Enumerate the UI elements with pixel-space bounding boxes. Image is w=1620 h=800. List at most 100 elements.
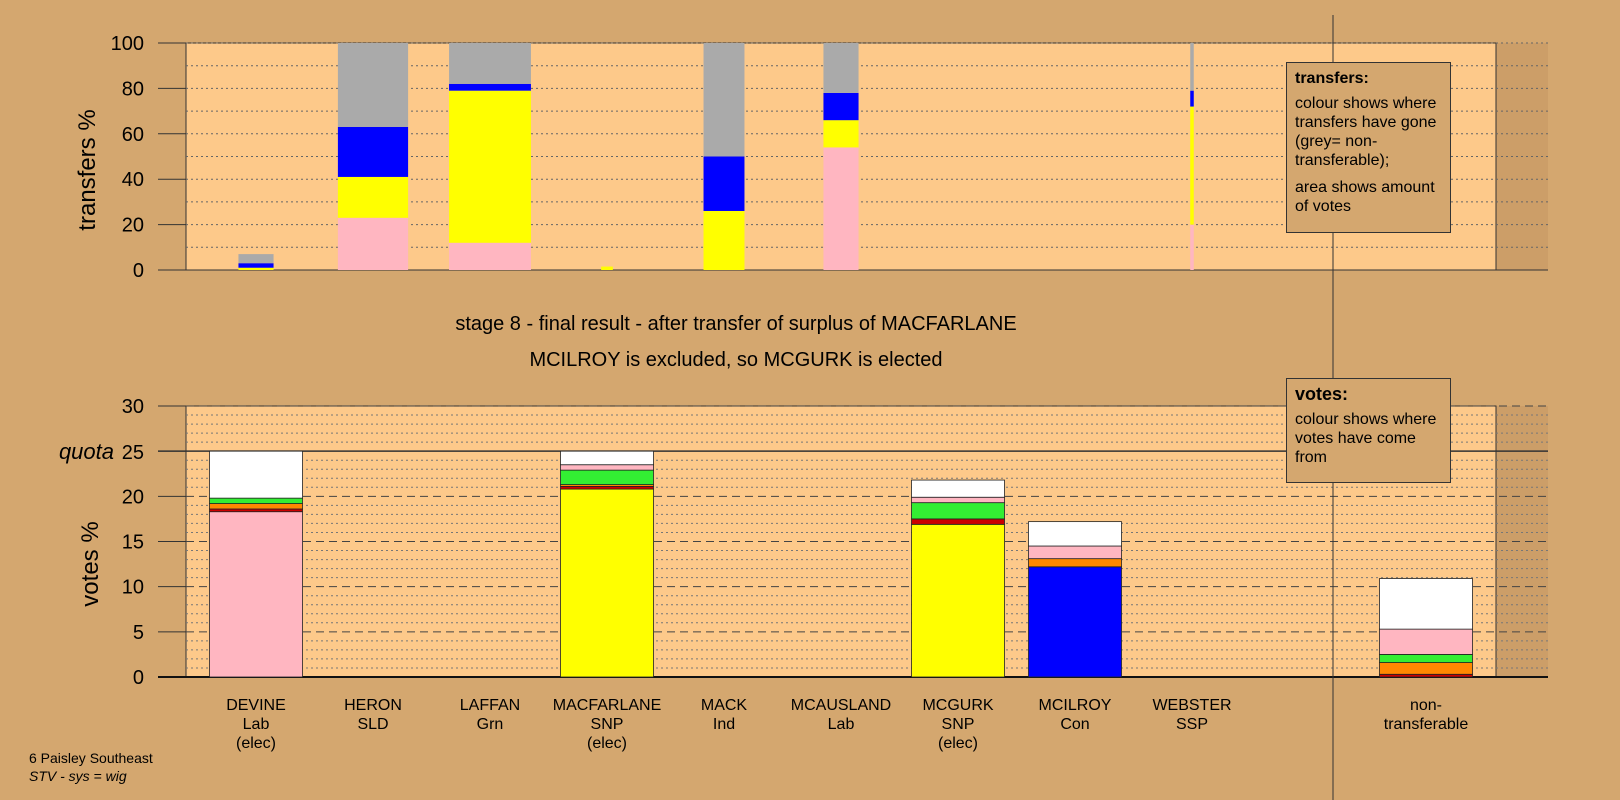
candidate-status: (elec) (938, 735, 978, 752)
transfer-segment (1190, 224, 1194, 270)
transfer-segment (449, 90, 531, 243)
transfers-tick-label: 100 (111, 33, 144, 55)
votes-legend-text: colour shows where votes have come from (1295, 411, 1437, 466)
vote-segment (911, 518, 1005, 525)
vote-segment (1028, 566, 1122, 678)
vote-segment (1379, 578, 1473, 630)
transfers-tick-label: 20 (122, 215, 144, 237)
vote-segment (560, 469, 654, 485)
quota-label: quota (59, 439, 114, 464)
transfers-legend-title: transfers: (1295, 70, 1369, 87)
vote-segment (209, 503, 303, 510)
result-text: MCILROY is excluded, so MCGURK is electe… (529, 349, 942, 371)
candidate-labels: DEVINE Lab (elec) HERON SLD LAFFAN Grn MACFARLA… (226, 697, 1468, 752)
vote-segment (1379, 628, 1473, 655)
vote-segment (209, 497, 303, 504)
transfer-segment (1190, 106, 1194, 225)
nontransferable-label: non- (1410, 697, 1442, 714)
transfer-segment (238, 254, 274, 264)
transfer-segment (823, 120, 859, 148)
vote-segment (911, 496, 1005, 504)
vote-segment (560, 464, 654, 471)
votes-tick-label: 20 (122, 486, 144, 508)
votes-tick-label: 15 (122, 532, 144, 554)
transfer-segment (449, 83, 531, 91)
candidate-name: MCILROY (1039, 697, 1112, 714)
vote-segment (1379, 673, 1473, 678)
candidate-name: MCAUSLAND (791, 697, 891, 714)
votes-axis-label: votes % (77, 521, 104, 606)
footer: 6 Paisley Southeast STV - sys = wig (29, 749, 153, 785)
candidate-party: Con (1060, 716, 1089, 733)
candidate-name: DEVINE (226, 697, 286, 714)
candidate-party: Grn (477, 716, 504, 733)
votes-tick-label: 5 (133, 622, 144, 644)
transfers-tick-label: 80 (122, 78, 144, 100)
transfer-segment (449, 242, 531, 270)
vote-segment (1028, 545, 1122, 560)
votes-tick-label: 10 (122, 577, 144, 599)
candidate-party: SNP (591, 716, 624, 733)
vote-segment (1379, 654, 1473, 663)
transfers-axis-label: transfers % (74, 109, 101, 230)
candidate-party: SNP (942, 716, 975, 733)
vote-segment (209, 508, 303, 513)
system-label: STV - sys = wig (29, 768, 127, 784)
candidate-party: Lab (828, 716, 855, 733)
transfer-segment (823, 43, 859, 93)
candidate-name: MCGURK (922, 697, 993, 714)
votes-tick-label: 30 (122, 396, 144, 418)
candidate-name: HERON (344, 697, 402, 714)
nontransferable-label: transferable (1384, 716, 1469, 733)
candidate-party: Ind (713, 716, 735, 733)
votes-tick-label: 25 (122, 442, 144, 464)
vote-segment (560, 488, 654, 678)
transfer-segment (703, 210, 745, 270)
vote-segment (911, 479, 1005, 498)
transfer-segment (337, 176, 409, 218)
transfers-legend-text-1: colour shows where transfers have gone (… (1295, 95, 1437, 169)
constituency-label: 6 Paisley Southeast (29, 750, 153, 766)
transfer-segment (238, 267, 274, 270)
candidate-name: WEBSTER (1152, 697, 1231, 714)
candidate-party: Lab (243, 716, 270, 733)
transfers-tick-label: 60 (122, 124, 144, 146)
candidate-name: MACFARLANE (553, 697, 661, 714)
vote-segment (1028, 521, 1122, 547)
candidate-party: SLD (357, 716, 388, 733)
candidate-status: (elec) (587, 735, 627, 752)
transfer-segment (1190, 43, 1194, 91)
vote-segment (1028, 558, 1122, 568)
vote-segment (911, 523, 1005, 678)
transfer-segment (449, 43, 531, 84)
candidate-name: MACK (701, 697, 748, 714)
transfer-segment (601, 266, 613, 270)
transfers-tick-label: 0 (133, 260, 144, 282)
transfers-legend: transfers: colour shows where transfers … (1286, 62, 1451, 233)
vote-segment (209, 511, 303, 678)
votes-legend: votes: colour shows where votes have com… (1286, 378, 1451, 483)
transfers-tick-label: 40 (122, 169, 144, 191)
transfers-legend-text-2: area shows amount of votes (1295, 179, 1435, 215)
votes-legend-title: votes: (1295, 384, 1349, 404)
vote-segment (911, 502, 1005, 520)
transfer-segment (823, 92, 859, 121)
transfer-segment (337, 43, 409, 127)
transfer-segment (703, 43, 745, 157)
transfer-segment (823, 147, 859, 270)
transfer-segment (703, 156, 745, 211)
transfers-panel: 0 20 40 60 80 100 (111, 33, 1548, 282)
candidate-name: LAFFAN (460, 697, 520, 714)
votes-tick-label: 0 (133, 667, 144, 689)
stage-text: stage 8 - final result - after transfer … (455, 313, 1016, 335)
candidate-party: SSP (1176, 716, 1208, 733)
vote-segment (560, 485, 654, 490)
transfer-segment (337, 217, 409, 270)
vote-segment (209, 450, 303, 499)
candidate-status: (elec) (236, 735, 276, 752)
vote-segment (560, 450, 654, 466)
votes-panel: 0 5 10 15 20 25 30 (122, 396, 1548, 689)
transfer-segment (1190, 90, 1194, 107)
transfer-segment (238, 263, 274, 268)
vote-segment (1379, 662, 1473, 675)
